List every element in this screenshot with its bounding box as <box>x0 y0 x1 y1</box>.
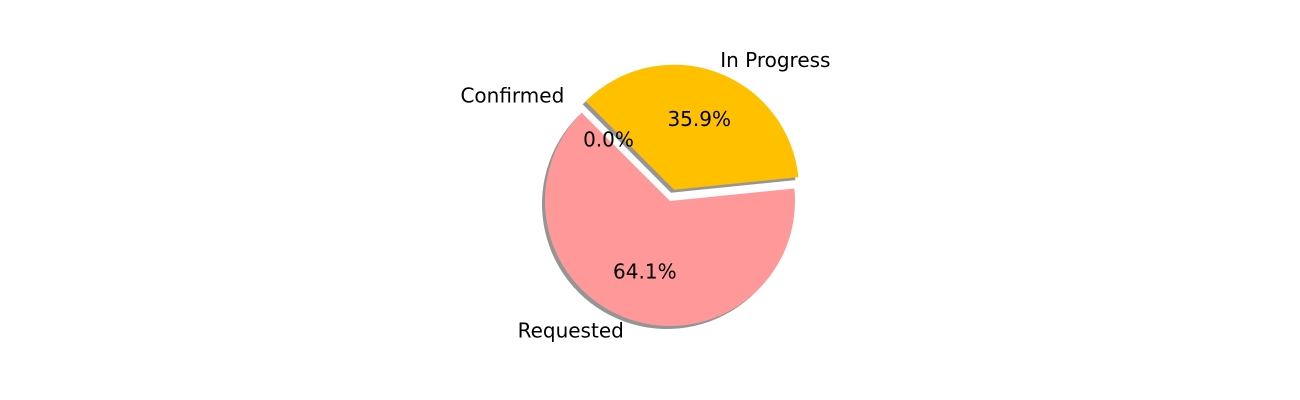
slice-percent-labels: 0.0% 64.1% 35.9% <box>583 107 731 284</box>
slice-label-confirmed: Confirmed <box>460 83 564 107</box>
slice-percent-requested: 64.1% <box>613 260 677 284</box>
slice-percent-in-progress: 35.9% <box>667 107 731 131</box>
slice-labels: Confirmed Requested In Progress <box>460 48 830 342</box>
slice-percent-confirmed: 0.0% <box>583 127 634 151</box>
slice-in-progress <box>585 64 799 190</box>
slice-requested <box>545 112 795 326</box>
slice-label-in-progress: In Progress <box>720 48 830 72</box>
slice-label-requested: Requested <box>518 319 624 343</box>
pie-slices <box>545 64 799 326</box>
